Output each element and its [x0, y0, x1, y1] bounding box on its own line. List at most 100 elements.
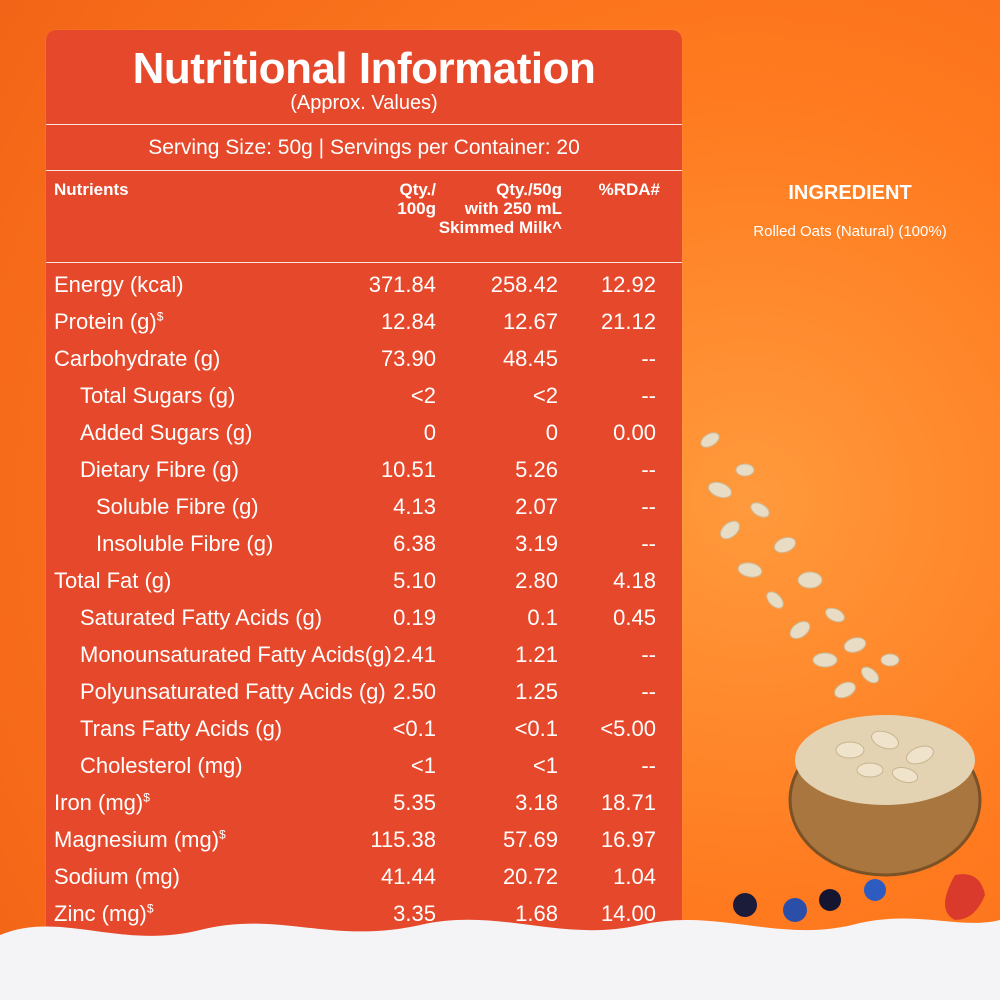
rda-value: <5.00	[600, 716, 656, 741]
table-row: Insoluble Fibre (g) 6.38 3.19 --	[46, 525, 682, 562]
qty-50g-value: 57.69	[502, 827, 558, 852]
footnote-marker: $	[146, 901, 154, 916]
rda-value: 21.12	[600, 309, 656, 334]
table-row: Energy (kcal) 371.84 258.42 12.92	[46, 266, 682, 303]
rda-value: --	[641, 679, 656, 704]
qty-100g-value: 73.90	[380, 346, 436, 371]
nutrient-name: Protein (g)$	[54, 309, 164, 334]
nutrient-name: Energy (kcal)	[54, 272, 184, 297]
rda-value: 0.45	[613, 605, 656, 630]
header-qty-100g: Qty./ 100g	[397, 180, 436, 218]
ingredient-heading: INGREDIENT	[788, 182, 912, 204]
table-row: Soluble Fibre (g) 4.13 2.07 --	[46, 488, 682, 525]
footnote-marker: $	[219, 827, 226, 842]
nutrient-name: Sodium (mg)	[54, 864, 180, 889]
divider	[46, 124, 682, 125]
rda-value: 16.97	[600, 827, 656, 852]
rda-value: --	[641, 346, 656, 371]
nutrient-name: Added Sugars (g)	[80, 420, 253, 445]
qty-50g-value: 0.1	[527, 605, 558, 630]
footnote-marker: $	[156, 309, 164, 324]
qty-100g-value: 0.19	[393, 605, 436, 630]
rda-value: --	[641, 753, 656, 778]
header-qty-50g-milk: Qty./50g with 250 mL Skimmed Milk^	[438, 180, 562, 237]
rda-value: --	[641, 457, 656, 482]
nutrient-name: Polyunsaturated Fatty Acids (g)	[80, 679, 386, 704]
table-row: Cholesterol (mg) <1 <1 --	[46, 747, 682, 784]
qty-50g-value: 48.45	[502, 346, 558, 371]
nutrient-name: Zinc (mg)$	[54, 901, 154, 926]
qty-100g-value: 10.51	[380, 457, 436, 482]
qty-50g-value: 2.07	[515, 494, 558, 519]
nutrient-name: Trans Fatty Acids (g)	[80, 716, 283, 741]
table-row: Magnesium (mg)$ 115.38 57.69 16.97	[46, 821, 682, 858]
table-row: Iron (mg)$ 5.35 3.18 18.71	[46, 784, 682, 821]
table-row: Dietary Fibre (g) 10.51 5.26 --	[46, 451, 682, 488]
table-row: Trans Fatty Acids (g) <0.1 <0.1 <5.00	[46, 710, 682, 747]
rda-value: 0.00	[613, 420, 656, 445]
nutrient-name: Total Fat (g)	[54, 568, 172, 593]
rda-value: --	[641, 494, 656, 519]
rda-value: --	[641, 383, 656, 408]
qty-100g-value: 3.35	[393, 901, 436, 926]
qty-100g-value: 115.38	[370, 827, 436, 852]
nutrient-name: Dietary Fibre (g)	[80, 457, 239, 482]
qty-100g-value: 2.41	[393, 642, 436, 667]
qty-100g-value: 12.84	[380, 309, 436, 334]
qty-50g-value: 0	[545, 420, 558, 445]
qty-50g-value: <0.1	[514, 716, 558, 741]
panel-title: Nutritional Information	[132, 44, 596, 93]
nutrient-name: Saturated Fatty Acids (g)	[80, 605, 323, 630]
qty-100g-value: <2	[410, 383, 436, 408]
nutrient-name: Total Sugars (g)	[80, 383, 236, 408]
qty-50g-value: 1.25	[515, 679, 558, 704]
berries-icon	[733, 874, 985, 922]
table-row: Total Sugars (g) <2 <2 --	[46, 377, 682, 414]
table-row: Monounsaturated Fatty Acids(g) 2.41 1.21 --	[46, 636, 682, 673]
nutrient-name: Iron (mg)$	[54, 790, 150, 815]
table-row: Protein (g)$ 12.84 12.67 21.12	[46, 303, 682, 340]
qty-100g-value: 2.50	[393, 679, 436, 704]
table-row: Sodium (mg) 41.44 20.72 1.04	[46, 858, 682, 895]
rda-value: 4.18	[613, 568, 656, 593]
qty-50g-value: 3.18	[515, 790, 558, 815]
divider	[46, 170, 682, 171]
qty-100g-value: 41.44	[380, 864, 436, 889]
ingredient-block: INGREDIENT Rolled Oats (Natural) (100%)	[700, 182, 1000, 240]
nutrient-name: Insoluble Fibre (g)	[96, 531, 274, 556]
nutrition-panel: Nutritional Information (Approx. Values)…	[46, 30, 682, 942]
qty-100g-value: <1	[410, 753, 436, 778]
qty-100g-value: 4.13	[393, 494, 436, 519]
qty-50g-value: 2.80	[515, 568, 558, 593]
milk-splash	[0, 918, 1000, 1000]
rda-value: 12.92	[600, 272, 656, 297]
rda-value: 14.00	[600, 901, 656, 926]
nutrient-name: Magnesium (mg)$	[54, 827, 226, 852]
rda-value: 18.71	[600, 790, 656, 815]
qty-100g-value: 5.35	[393, 790, 436, 815]
qty-50g-value: 258.42	[490, 272, 558, 297]
nutrient-name: Soluble Fibre (g)	[96, 494, 259, 519]
qty-50g-value: 3.19	[515, 531, 558, 556]
table-row: Carbohydrate (g) 73.90 48.45 --	[46, 340, 682, 377]
rda-value: --	[641, 642, 656, 667]
rda-value: 1.04	[613, 864, 656, 889]
qty-50g-value: 1.21	[515, 642, 558, 667]
rda-value: --	[641, 531, 656, 556]
qty-50g-value: 12.67	[502, 309, 558, 334]
ingredient-text: Rolled Oats (Natural) (100%)	[753, 223, 947, 240]
table-row: Saturated Fatty Acids (g) 0.19 0.1 0.45	[46, 599, 682, 636]
oats-illustration	[700, 432, 985, 922]
qty-100g-value: 0	[423, 420, 436, 445]
nutrient-name: Carbohydrate (g)	[54, 346, 221, 371]
panel-subtitle: (Approx. Values)	[290, 92, 438, 114]
table-row: Total Fat (g) 5.10 2.80 4.18	[46, 562, 682, 599]
table-row: Polyunsaturated Fatty Acids (g) 2.50 1.25 -…	[46, 673, 682, 710]
qty-50g-value: 5.26	[515, 457, 558, 482]
nutrient-name: Monounsaturated Fatty Acids(g)	[80, 642, 392, 667]
qty-100g-value: <0.1	[392, 716, 436, 741]
nutrient-name: Cholesterol (mg)	[80, 753, 243, 778]
table-row: Added Sugars (g) 0 0 0.00	[46, 414, 682, 451]
qty-50g-value: 20.72	[502, 864, 558, 889]
qty-50g-value: 1.68	[515, 901, 558, 926]
